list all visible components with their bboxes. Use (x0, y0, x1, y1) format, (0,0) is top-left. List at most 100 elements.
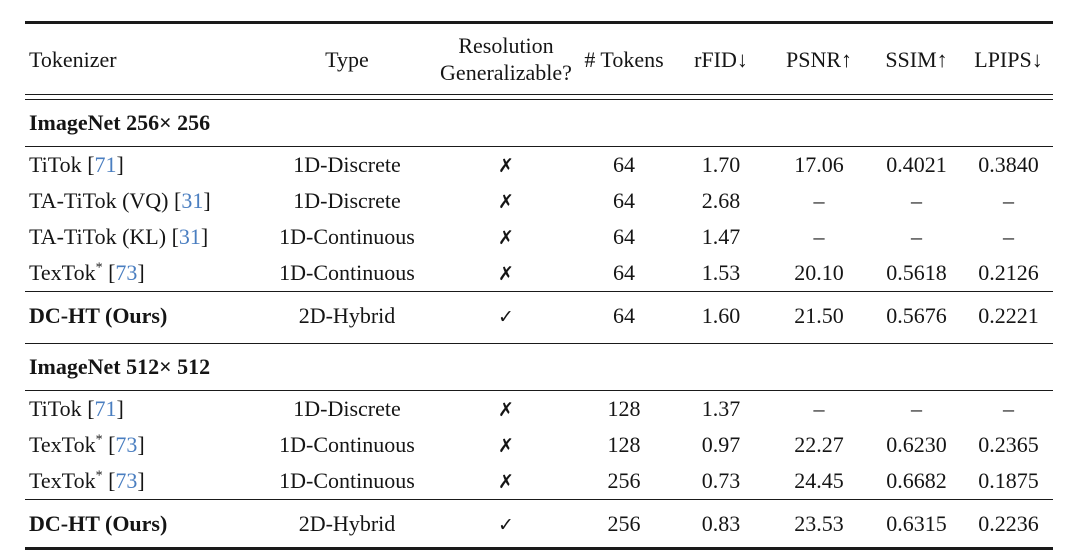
cell-res_gen: ✓ (437, 292, 575, 340)
cell-psnr: 24.45 (794, 468, 844, 493)
double-rule-spacer (25, 95, 1053, 100)
citation-link[interactable]: 71 (94, 396, 117, 421)
tokenizer-asterisk: * (95, 432, 103, 448)
citation-open-bracket: [ (81, 396, 95, 421)
results-table: Tokenizer Type Resolution Generalizable?… (25, 21, 1053, 550)
cell-rfid: 1.53 (701, 260, 741, 285)
cross-mark-icon: ✗ (498, 227, 514, 249)
cell-res_gen: ✗ (437, 427, 575, 463)
check-mark-icon: ✓ (498, 513, 514, 536)
cell-rfid: 1.70 (701, 152, 741, 177)
citation-close-bracket: ] (137, 432, 145, 457)
table-body: ImageNet 256× 256 TiTok [71] 1D-Discrete ✗ 6… (25, 95, 1053, 549)
cell-tokens: 128 (607, 432, 641, 457)
cell-ssim: 0.5618 (886, 260, 947, 285)
cell-tokens: 64 (613, 152, 635, 177)
cell-lpips: 0.2236 (978, 510, 1039, 536)
table-head: Tokenizer Type Resolution Generalizable?… (25, 23, 1053, 95)
tokenizer-name: TexTok (29, 432, 96, 457)
cell-type: 1D-Continuous (279, 260, 415, 285)
citation-link[interactable]: 73 (115, 260, 138, 285)
cell-lpips: – (1003, 188, 1014, 213)
column-header-ssim: SSIM↑ (885, 46, 948, 72)
citation-link[interactable]: 73 (115, 468, 138, 493)
cell-type: 1D-Discrete (293, 188, 401, 213)
cell-type: 1D-Continuous (279, 224, 415, 249)
cell-rfid: 1.60 (701, 302, 741, 328)
cell-psnr: 22.27 (794, 432, 844, 457)
cross-mark-icon: ✗ (498, 399, 514, 421)
tokenizer-name: TiTok (29, 152, 82, 177)
cell-type: 1D-Continuous (279, 432, 415, 457)
citation-close-bracket: ] (200, 224, 209, 249)
citation-open-bracket: [ (168, 188, 182, 213)
citation-link[interactable]: 31 (178, 224, 201, 249)
cell-res_gen: ✗ (437, 183, 575, 219)
cell-rfid: 2.68 (701, 188, 741, 213)
cell-ssim: 0.4021 (886, 152, 947, 177)
table-row: TexTok* [73] 1D-Continuous ✗ 128 0.97 22.27 0.… (25, 427, 1053, 463)
cell-tokenizer: TiTok [71] (25, 147, 257, 184)
cell-type: 1D-Discrete (293, 396, 401, 421)
cell-psnr: – (813, 188, 825, 213)
cell-lpips: 0.2126 (978, 260, 1039, 285)
cell-lpips: 0.2365 (978, 432, 1039, 457)
citation-link[interactable]: 73 (115, 432, 138, 457)
section-title: ImageNet 256× 256 (29, 110, 211, 135)
cell-tokenizer: DC-HT (Ours) (25, 292, 257, 340)
cell-tokenizer: TexTok* [73] (25, 463, 257, 500)
cell-tokens: 64 (613, 260, 635, 285)
citation-open-bracket: [ (102, 432, 116, 457)
cell-ssim: – (911, 188, 922, 213)
ours-table-row: DC-HT (Ours) 2D-Hybrid ✓ 256 0.83 23.53 0.6315… (25, 499, 1053, 549)
cross-mark-icon: ✗ (498, 263, 514, 285)
cell-tokenizer: TiTok [71] (25, 391, 257, 428)
cell-tokenizer: DC-HT (Ours) (25, 500, 257, 549)
cell-res_gen: ✗ (437, 255, 575, 292)
cell-tokenizer: TexTok* [73] (25, 427, 257, 463)
cross-mark-icon: ✗ (498, 191, 514, 213)
cell-tokens: 64 (613, 302, 635, 328)
cell-type: 1D-Continuous (279, 468, 415, 493)
table-row: TA-TiTok (KL) [31] 1D-Continuous ✗ 64 1.47 – –… (25, 219, 1053, 255)
cell-ssim: 0.6315 (886, 510, 947, 536)
cell-psnr: 20.10 (794, 260, 844, 285)
cell-lpips: 0.1875 (978, 468, 1039, 493)
tokenizer-name: DC-HT (Ours) (29, 510, 168, 536)
citation-link[interactable]: 31 (181, 188, 204, 213)
tokenizer-name: DC-HT (Ours) (29, 302, 168, 328)
cell-rfid: 0.83 (701, 510, 741, 536)
cell-type: 2D-Hybrid (298, 302, 396, 328)
cell-psnr: – (813, 224, 825, 249)
cell-tokens: 64 (613, 188, 635, 213)
table-header-row: Tokenizer Type Resolution Generalizable?… (25, 23, 1053, 95)
column-header-lpips: LPIPS↓ (974, 46, 1043, 72)
cell-tokenizer: TexTok* [73] (25, 255, 257, 292)
cell-rfid: 0.97 (701, 432, 741, 457)
cell-tokens: 64 (613, 224, 635, 249)
cell-psnr: 17.06 (794, 152, 844, 177)
cell-tokens: 256 (607, 510, 641, 536)
ours-table-row: DC-HT (Ours) 2D-Hybrid ✓ 64 1.60 21.50 0.5676 0… (25, 291, 1053, 340)
citation-close-bracket: ] (203, 188, 211, 213)
tokenizer-asterisk: * (95, 468, 103, 484)
cell-type: 2D-Hybrid (298, 510, 396, 536)
cell-psnr: 23.53 (794, 510, 844, 536)
tokenizer-name: TiTok (29, 396, 82, 421)
cell-res_gen: ✗ (437, 147, 575, 184)
cross-mark-icon: ✗ (498, 471, 514, 493)
tokenizer-name: TA-TiTok (KL) (29, 224, 167, 249)
cell-ssim: 0.5676 (886, 302, 947, 328)
column-header-rfid: rFID↓ (694, 46, 748, 72)
citation-link[interactable]: 71 (94, 152, 117, 177)
citation-open-bracket: [ (166, 224, 179, 249)
cell-rfid: 0.73 (701, 468, 741, 493)
column-header-resolution-generalizable: Resolution Generalizable? (440, 33, 572, 85)
cell-tokenizer: TA-TiTok (KL) [31] (25, 219, 257, 255)
cell-lpips: – (1003, 224, 1014, 249)
table-row: TexTok* [73] 1D-Continuous ✗ 64 1.53 20.10 0.5… (25, 255, 1053, 292)
tokenizer-asterisk: * (95, 260, 103, 276)
cell-psnr: 21.50 (794, 302, 844, 328)
citation-open-bracket: [ (102, 468, 116, 493)
